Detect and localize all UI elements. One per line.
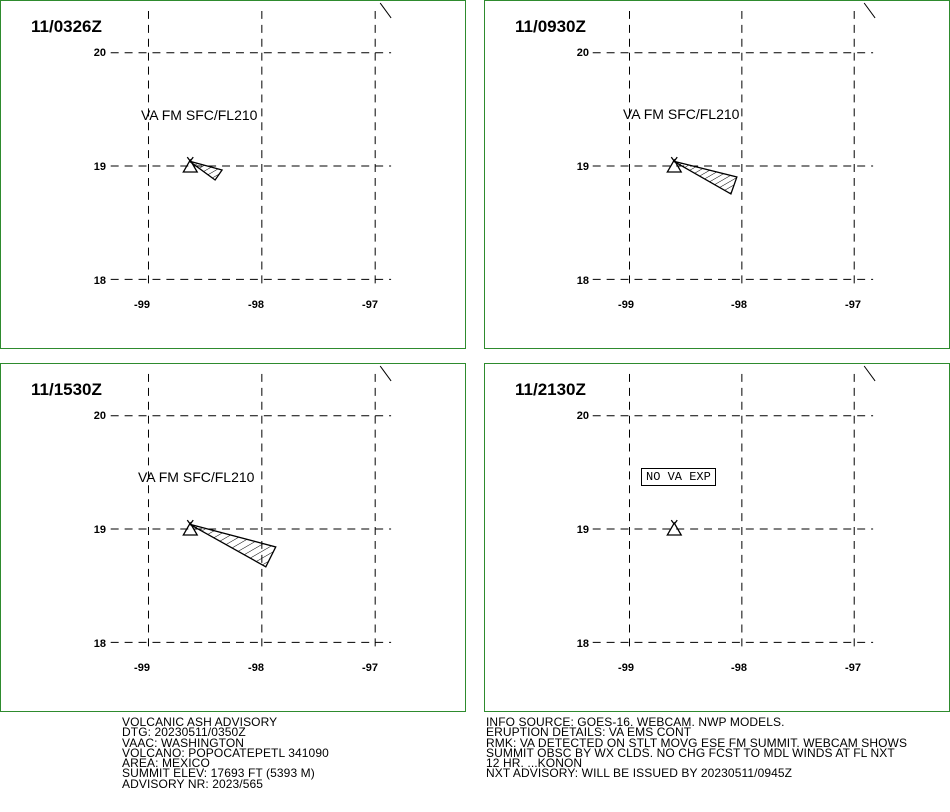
lat-label: 19	[576, 161, 589, 173]
border-segment	[863, 365, 876, 382]
map-grid-3	[110, 365, 392, 653]
lat-label: 18	[576, 638, 589, 650]
advisory-line: 12 HR. ...KONON	[486, 756, 583, 771]
lon-label: -99	[134, 662, 150, 674]
advisory-line: VOLCANIC ASH ADVISORY	[122, 715, 278, 729]
advisory-header-text: VOLCANIC ASH ADVISORY DTG: 20230511/0350…	[122, 715, 329, 791]
advisory-line: SUMMIT ELEV: 17693 FT (5393 M)	[122, 766, 315, 781]
ash-plume	[188, 523, 277, 568]
lat-label: 20	[576, 47, 589, 59]
lat-label: 18	[576, 275, 589, 287]
ash-plume	[672, 160, 738, 195]
advisory-line: NXT ADVISORY: WILL BE ISSUED BY 20230511…	[486, 766, 793, 781]
lon-label: -98	[248, 662, 264, 674]
border-segment	[379, 2, 392, 19]
map-panel-2: 11/0930Z VA FM SFC/FL210 20 19 18 -99 -9…	[484, 0, 950, 349]
panel-valid-time: 11/2130Z	[515, 380, 586, 399]
lon-label: -98	[731, 662, 747, 674]
lon-label: -99	[618, 299, 634, 311]
volcano-icon	[182, 519, 199, 536]
volcano-icon	[182, 156, 199, 173]
advisory-line: INFO SOURCE: GOES-16. WEBCAM. NWP MODELS…	[486, 715, 785, 729]
no-va-expected-label: NO VA EXP	[641, 468, 716, 486]
advisory-line: SUMMIT OBSC BY WX CLDS. NO CHG FCST TO M…	[486, 745, 895, 760]
volcano-icon	[666, 519, 683, 536]
lat-label: 18	[93, 275, 106, 287]
ash-plume	[188, 160, 224, 181]
lon-label: -97	[362, 662, 378, 674]
map-panel-1: 11/0326Z VA FM SFC/FL210 20 19 18 -99 -9…	[0, 0, 466, 349]
panel-valid-time: 11/0326Z	[31, 17, 102, 36]
lat-label: 19	[576, 524, 589, 536]
map-grid-4	[592, 365, 876, 653]
lat-label: 18	[93, 638, 106, 650]
map-grid-2	[592, 2, 876, 290]
advisory-line: ADVISORY NR: 2023/565	[122, 776, 264, 791]
lat-label: 19	[93, 524, 106, 536]
va-level-label: VA FM SFC/FL210	[141, 107, 258, 123]
border-segment	[379, 365, 392, 382]
panel-valid-time: 11/0930Z	[515, 17, 586, 36]
panel-valid-time: 11/1530Z	[31, 380, 102, 399]
advisory-line: DTG: 20230511/0350Z	[122, 725, 246, 740]
map-panel-4: 11/2130Z NO VA EXP 20 19 18 -99 -98 -97	[484, 363, 950, 712]
lon-label: -97	[362, 299, 378, 311]
map-grid-1	[110, 2, 392, 290]
lon-label: -99	[618, 662, 634, 674]
advisory-details-text: INFO SOURCE: GOES-16. WEBCAM. NWP MODELS…	[486, 715, 908, 781]
lon-label: -97	[845, 662, 861, 674]
map-panel-3: 11/1530Z VA FM SFC/FL210 20 19 18 -99 -9…	[0, 363, 466, 712]
lat-label: 20	[93, 47, 106, 59]
lat-label: 20	[93, 410, 106, 422]
advisory-line: RMK: VA DETECTED ON STLT MOVG ESE FM SUM…	[486, 735, 908, 750]
border-segment	[863, 2, 876, 19]
lon-label: -98	[248, 299, 264, 311]
volcano-icon	[666, 156, 683, 173]
advisory-line: VOLCANO: POPOCATEPETL 341090	[122, 745, 329, 760]
lon-label: -99	[134, 299, 150, 311]
va-level-label: VA FM SFC/FL210	[138, 469, 255, 485]
lon-label: -98	[731, 299, 747, 311]
advisory-line: ERUPTION DETAILS: VA EMS CONT	[486, 725, 692, 740]
advisory-line: AREA: MEXICO	[122, 756, 210, 771]
va-level-label: VA FM SFC/FL210	[623, 106, 740, 122]
lon-label: -97	[845, 299, 861, 311]
lat-label: 20	[576, 410, 589, 422]
lat-label: 19	[93, 161, 106, 173]
advisory-line: VAAC: WASHINGTON	[122, 735, 245, 750]
